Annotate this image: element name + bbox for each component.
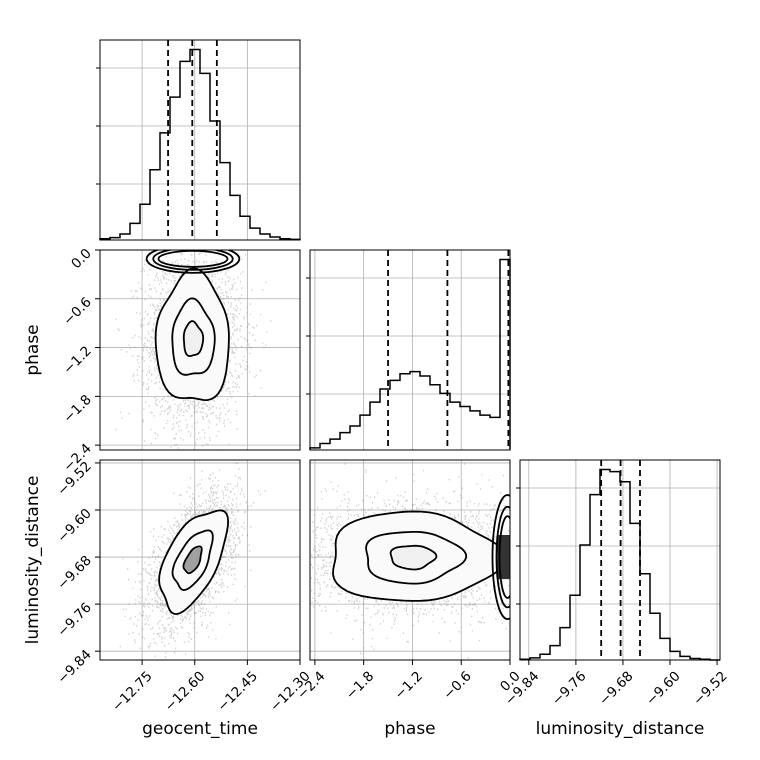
density-core-geocent-time-vs-phase xyxy=(184,323,203,355)
y-tick-label-luminosity-distance: −9.76 xyxy=(54,600,95,641)
panel-frame-2-0 xyxy=(99,459,301,661)
grid-layer xyxy=(100,40,720,660)
contour-geocent-time-vs-phase-3 xyxy=(154,267,230,402)
panel-frame-1-0 xyxy=(99,249,301,451)
y-tick-label-luminosity-distance: −9.68 xyxy=(54,553,95,594)
x-tick-label-phase: −0.6 xyxy=(440,668,474,702)
contour-geocent-time-vs-luminosity-distance-1 xyxy=(182,545,203,575)
x-tick-label-geocent-time: −12.75 xyxy=(109,668,156,715)
x-tick-label-geocent-time: −12.45 xyxy=(214,668,261,715)
ridge-contour-phase-vs-luminosity-distance-1 xyxy=(498,515,510,599)
ridge-contour-geocent-time-vs-phase-1 xyxy=(157,250,229,268)
contour-geocent-time-vs-luminosity-distance-3 xyxy=(158,509,230,616)
histogram-geocent-time xyxy=(99,48,301,241)
y-tick-label-phase: −0.6 xyxy=(60,294,94,328)
ridge-contour-geocent-time-vs-phase-3 xyxy=(145,250,241,274)
density-core-geocent-time-vs-luminosity-distance xyxy=(184,547,201,572)
label-layer: geocent_time phase luminosity_distance p… xyxy=(23,246,731,739)
ridge-contour-phase-vs-luminosity-distance-3 xyxy=(491,494,510,620)
x-tick-label-phase: −1.2 xyxy=(392,668,426,702)
contour-geocent-time-vs-luminosity-distance-2 xyxy=(171,529,214,592)
data-layer xyxy=(99,40,720,661)
y-axis-label-luminosity-distance: luminosity_distance xyxy=(23,476,43,645)
contour-phase-vs-luminosity-distance-1 xyxy=(389,544,438,571)
contour-phase-vs-luminosity-distance-2 xyxy=(365,531,468,585)
x-axis-label-geocent-time: geocent_time xyxy=(142,719,258,739)
x-tick-label-luminosity-distance: −9.60 xyxy=(643,668,684,709)
contour-geocent-time-vs-phase-2 xyxy=(171,297,216,376)
y-tick-label-phase: 0.0 xyxy=(68,246,95,273)
x-tick-label-luminosity-distance: −9.76 xyxy=(549,668,590,709)
panel-phase-vs-luminosity-distance xyxy=(310,463,510,659)
panel-frame-0-0 xyxy=(99,39,301,241)
y-tick-label-phase: −1.8 xyxy=(60,392,94,426)
ridge-contour-geocent-time-vs-phase-2 xyxy=(152,250,234,271)
histogram-phase xyxy=(309,258,511,450)
panel-frame-1-1 xyxy=(309,249,511,451)
y-tick-label-luminosity-distance: −9.60 xyxy=(54,506,95,547)
panel-frame-2-1 xyxy=(309,459,511,661)
panel-geocent-time-vs-phase xyxy=(115,250,272,450)
x-tick-label-geocent-time: −12.60 xyxy=(162,668,209,715)
panel-frame-2-2 xyxy=(519,459,721,661)
frame-layer xyxy=(95,39,721,665)
density-fill-geocent-time-vs-phase xyxy=(155,268,229,401)
x-axis-label-phase: phase xyxy=(384,719,435,739)
x-tick-label-luminosity-distance: −9.52 xyxy=(690,668,731,709)
y-tick-label-phase: −1.2 xyxy=(60,343,94,377)
x-tick-label-luminosity-distance: −9.68 xyxy=(596,668,637,709)
y-axis-label-phase: phase xyxy=(23,324,43,375)
contour-phase-vs-luminosity-distance-3 xyxy=(332,510,507,602)
ridge-contour-phase-vs-luminosity-distance-2 xyxy=(495,505,510,609)
panel-geocent-time-vs-luminosity-distance xyxy=(119,460,266,660)
density-fill-phase-vs-luminosity-distance xyxy=(333,511,506,601)
x-axis-label-luminosity-distance: luminosity_distance xyxy=(536,719,705,739)
contour-geocent-time-vs-phase-1 xyxy=(182,320,205,358)
density-core-phase-vs-luminosity-distance xyxy=(392,546,434,569)
x-tick-label-phase: −1.8 xyxy=(343,668,377,702)
y-tick-label-luminosity-distance: −9.84 xyxy=(54,647,95,688)
